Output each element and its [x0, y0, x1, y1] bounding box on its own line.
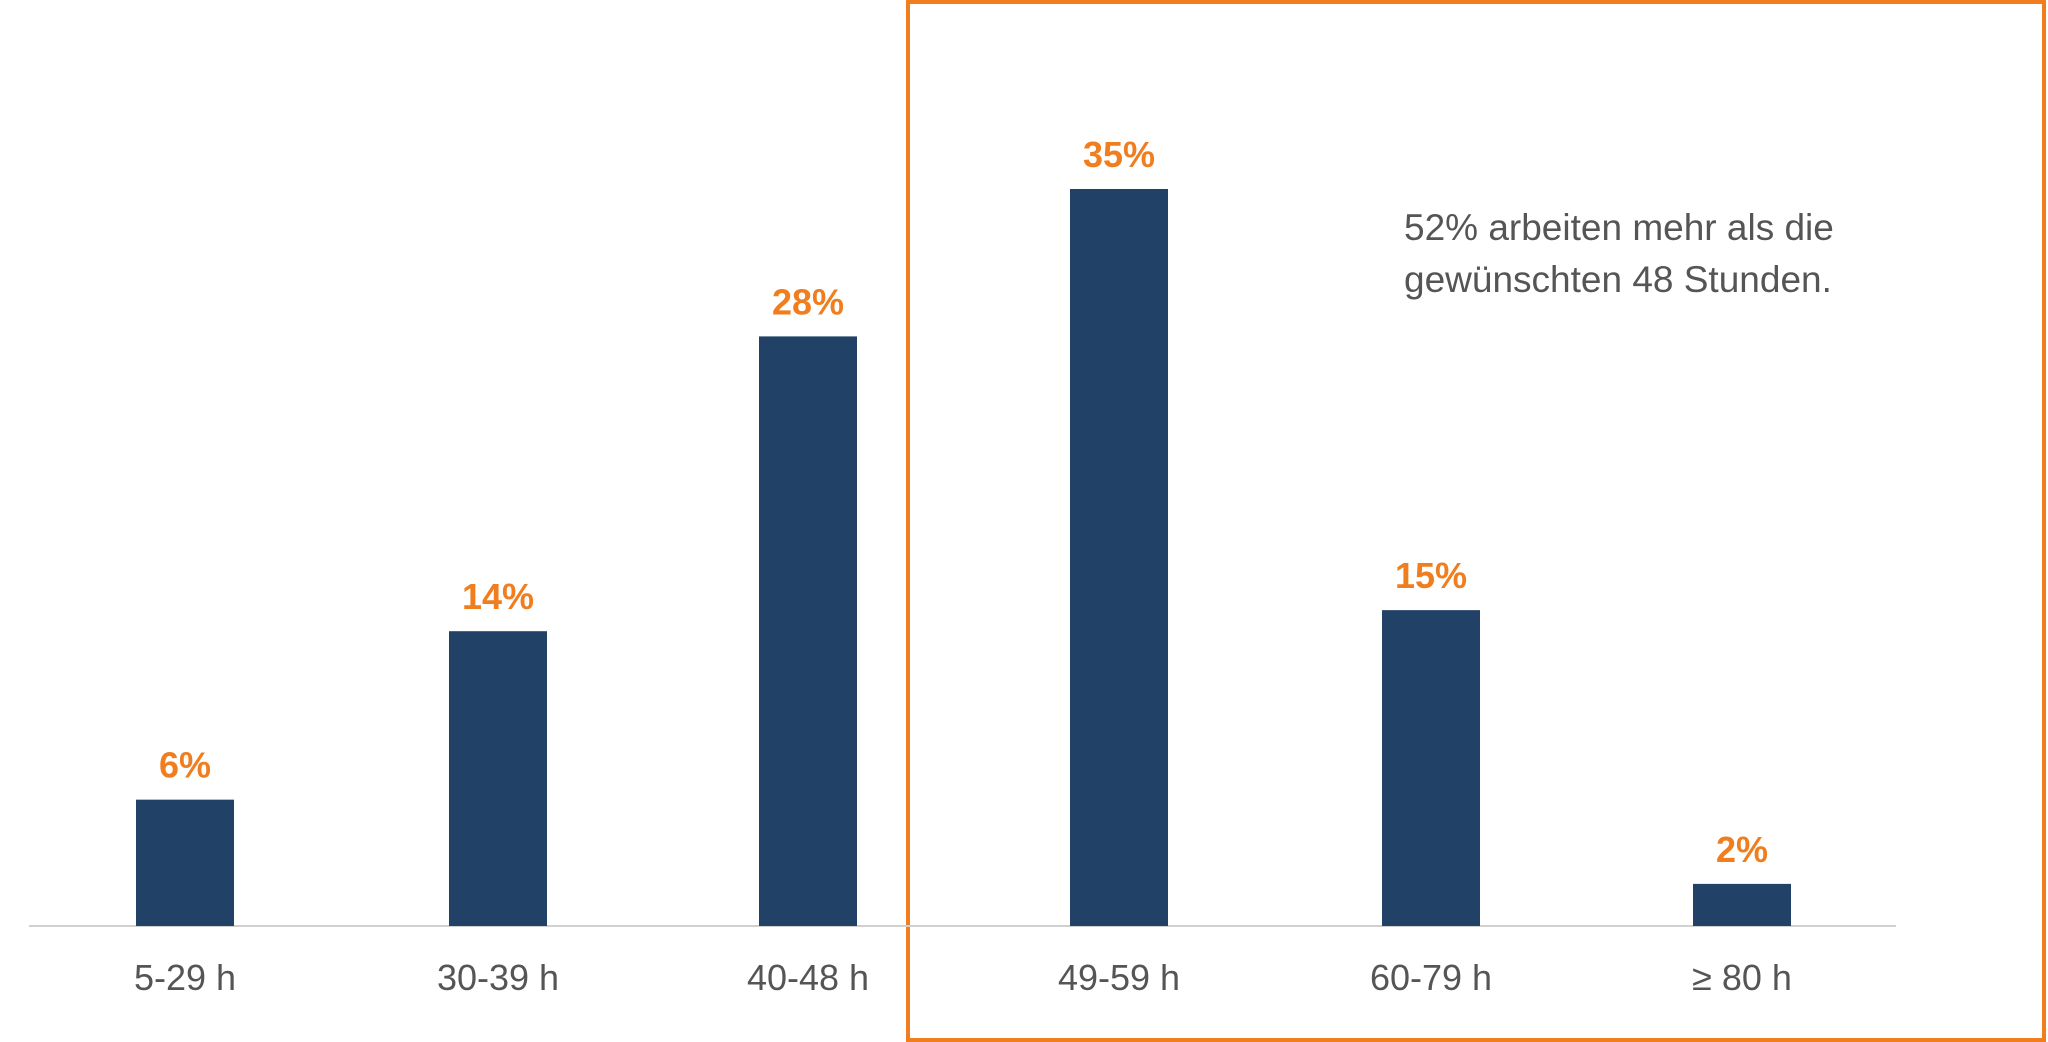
highlight-box: [906, 0, 2046, 1042]
bar: [449, 631, 547, 926]
x-tick-label: 30-39 h: [437, 957, 559, 998]
bar: [1693, 883, 1791, 926]
bar: [1382, 610, 1480, 926]
bar: [1070, 189, 1168, 926]
bar: [759, 336, 857, 926]
data-label: 28%: [772, 281, 844, 322]
x-tick-label: 60-79 h: [1370, 957, 1492, 998]
data-label: 2%: [1716, 829, 1768, 870]
data-label: 14%: [462, 576, 534, 617]
x-tick-label: ≥ 80 h: [1692, 957, 1792, 998]
annotation-line-2: gewünschten 48 Stunden.: [1404, 259, 1832, 300]
x-tick-label: 40-48 h: [747, 957, 869, 998]
bar: [136, 799, 234, 926]
data-label: 15%: [1395, 555, 1467, 596]
x-tick-label: 49-59 h: [1058, 957, 1180, 998]
annotation-line-1: 52% arbeiten mehr als die: [1404, 207, 1834, 248]
x-tick-label: 5-29 h: [134, 957, 236, 998]
annotation: 52% arbeiten mehr als die gewünschten 48…: [1404, 202, 1834, 306]
data-label: 35%: [1083, 134, 1155, 175]
data-label: 6%: [159, 745, 211, 786]
